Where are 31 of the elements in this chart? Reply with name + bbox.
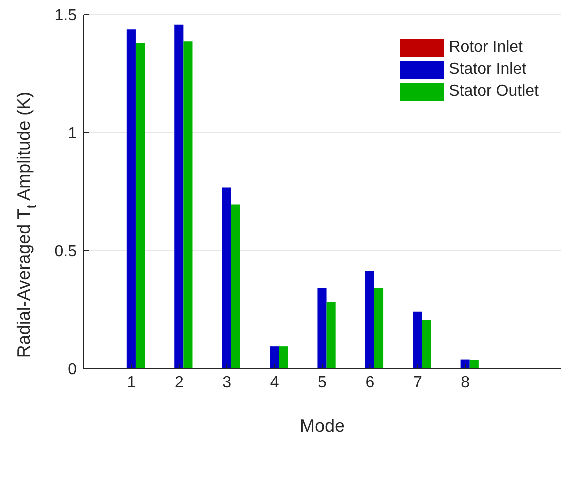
legend-label: Stator Inlet <box>449 60 527 80</box>
bar <box>326 302 336 369</box>
x-tick-label: 4 <box>270 374 280 392</box>
bar <box>174 24 184 369</box>
x-tick-label: 2 <box>174 374 184 392</box>
bar <box>126 30 136 369</box>
bar <box>270 346 280 369</box>
x-tick-label: 3 <box>222 374 232 392</box>
bar <box>413 312 422 369</box>
bar <box>136 44 146 369</box>
bar <box>222 188 232 369</box>
bar <box>470 360 479 369</box>
y-tick-label: 1.5 <box>54 8 78 25</box>
bar <box>422 320 432 369</box>
legend-label: Stator Outlet <box>449 82 539 102</box>
x-tick-label: 6 <box>366 374 375 392</box>
y-tick-label: 1 <box>68 126 78 143</box>
x-tick-label: 8 <box>461 374 470 392</box>
x-axis-title: Mode <box>300 416 346 436</box>
bar <box>365 271 374 369</box>
bar <box>231 204 240 369</box>
x-tick-label: 5 <box>318 374 328 392</box>
bar <box>279 346 288 369</box>
x-tick-label: 1 <box>127 374 136 392</box>
legend-label: Rotor Inlet <box>449 38 523 58</box>
bar <box>374 288 384 369</box>
x-tick-label: 7 <box>413 374 422 392</box>
y-tick-label: 0.5 <box>54 244 78 261</box>
bar <box>318 288 327 369</box>
bar <box>184 42 193 369</box>
y-tick-label: 0 <box>68 362 78 379</box>
